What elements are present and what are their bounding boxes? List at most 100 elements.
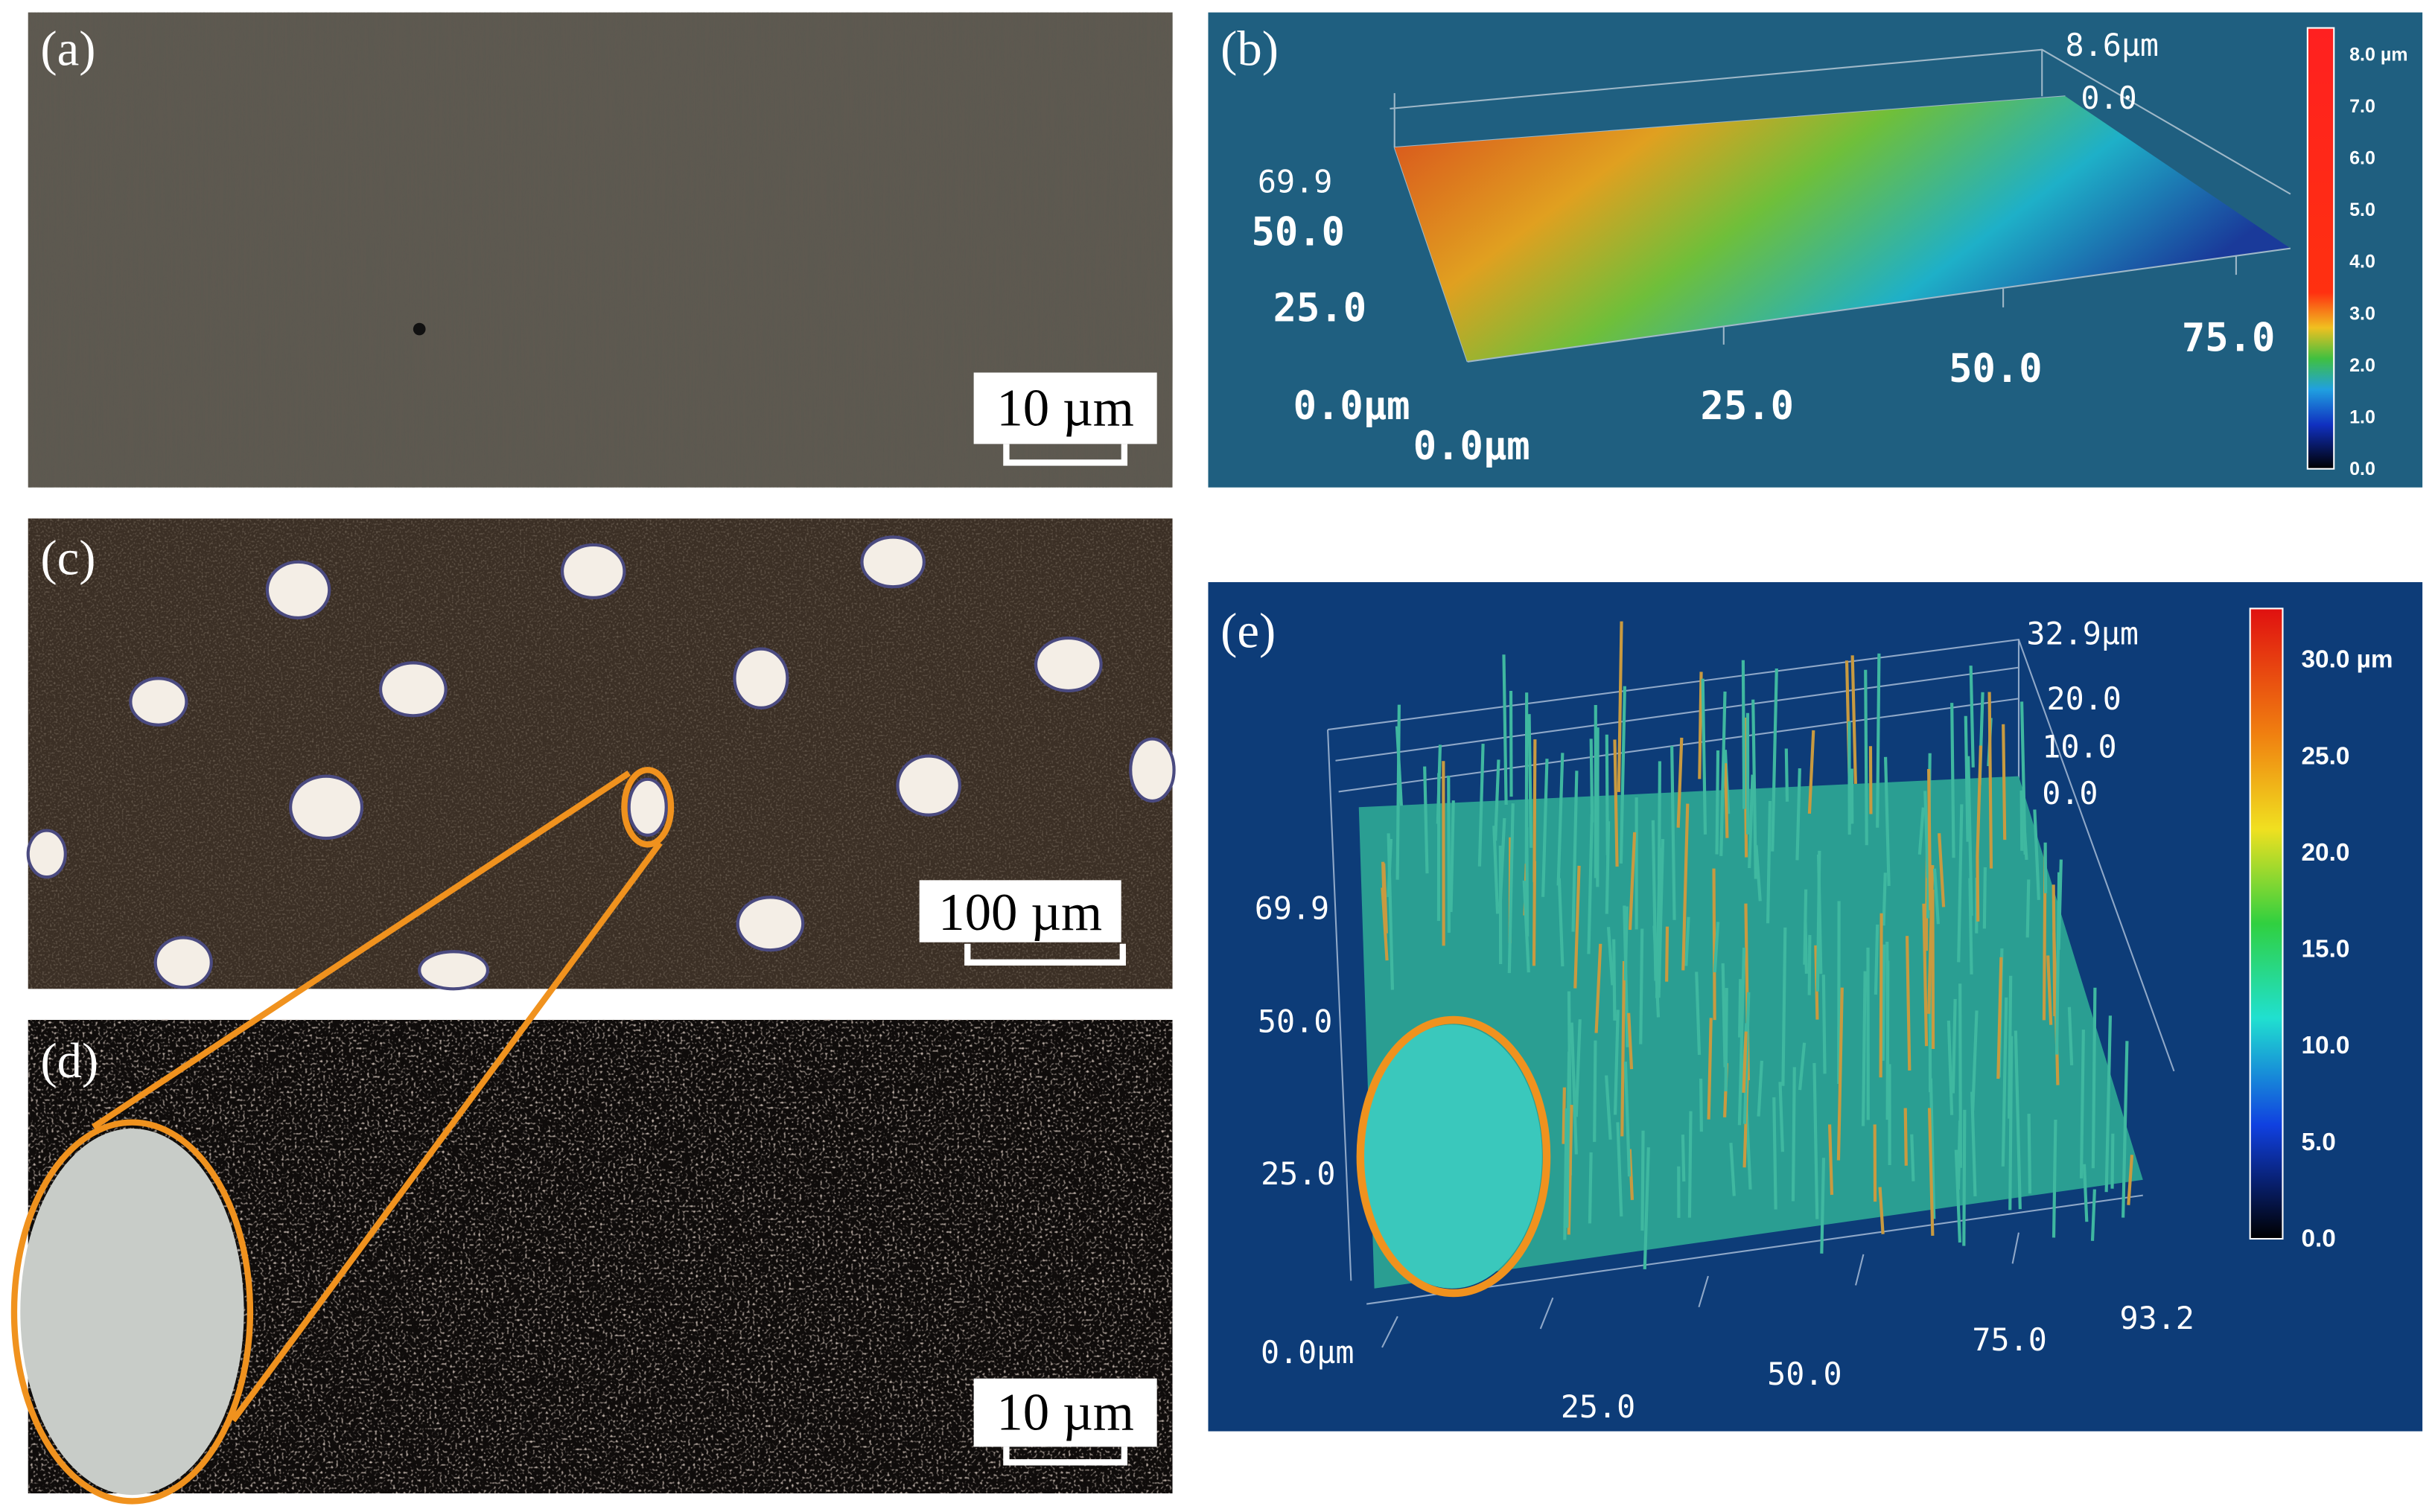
panel-label: (c) — [40, 532, 95, 586]
spike — [1657, 839, 1665, 998]
spike — [1707, 1018, 1713, 1120]
spike — [1821, 974, 1827, 1074]
spike — [1557, 878, 1565, 967]
spike — [1616, 1122, 1623, 1217]
pore-zoom — [20, 1128, 244, 1496]
pit — [413, 322, 426, 336]
z-label: 8.6µm — [2066, 27, 2159, 63]
spike — [2002, 724, 2007, 840]
spike — [1883, 756, 1891, 887]
spike — [1498, 817, 1506, 907]
spike — [1721, 963, 1727, 1068]
y-label: 25.0 — [1261, 1155, 1335, 1192]
spike — [1639, 928, 1644, 1044]
spike — [1643, 1147, 1650, 1269]
spike — [1619, 686, 1626, 864]
spike — [1976, 855, 1980, 922]
colorbar-label: 6.0 — [2349, 148, 2375, 169]
spike — [1605, 1075, 1612, 1140]
spike — [1996, 957, 2003, 1079]
spike — [1617, 621, 1623, 792]
spike — [1447, 775, 1451, 933]
spike — [1565, 1051, 1571, 1228]
spike — [1574, 1019, 1582, 1117]
colorbar-label: 1.0 — [2349, 406, 2375, 427]
spike — [1381, 861, 1387, 916]
spike — [1681, 1134, 1686, 1182]
y-label: 69.9 — [1255, 890, 1329, 926]
spike — [1929, 1078, 1936, 1219]
y-label: 0.0µm — [1261, 1334, 1355, 1371]
spike — [2046, 955, 2053, 1025]
panel-c: (c) 100 µm — [26, 518, 1176, 991]
spike — [1798, 1042, 1807, 1091]
spike — [1957, 804, 1964, 963]
spike — [1477, 744, 1485, 867]
spike — [1507, 803, 1515, 974]
spike — [1817, 854, 1823, 974]
panel-b: (b) 8.6µm 0.0 69.9 50.0 25.0 0.0µm 0.0µm… — [1208, 12, 2423, 488]
spike — [1971, 1010, 1979, 1111]
spike — [1982, 867, 1987, 929]
spike — [2079, 1030, 2085, 1178]
spike — [1588, 1152, 1593, 1224]
spike — [1594, 943, 1602, 1033]
spike — [1613, 739, 1619, 867]
spike — [1556, 753, 1565, 886]
spikes — [1381, 621, 2134, 1269]
spike — [1927, 1108, 1935, 1236]
spike — [1423, 766, 1429, 874]
spike — [1791, 1067, 1796, 1202]
spike — [1573, 865, 1581, 989]
panel-label: (a) — [40, 22, 95, 77]
spike — [1812, 1062, 1819, 1219]
scale-box — [973, 1378, 1157, 1447]
spike — [1502, 654, 1508, 806]
spike — [1563, 1108, 1568, 1240]
spike — [2127, 1155, 2134, 1205]
spike — [1820, 1158, 1826, 1254]
highlight-ellipse — [1356, 1015, 1551, 1298]
spike — [1748, 774, 1754, 869]
spike — [1969, 666, 1975, 768]
spike — [2020, 797, 2028, 861]
spike — [1766, 800, 1772, 924]
spike — [1781, 927, 1787, 1086]
pores — [26, 535, 1176, 991]
scale-box — [973, 372, 1157, 444]
colorbar-label: 0.0 — [2349, 459, 2375, 479]
spike — [2090, 1189, 2096, 1241]
spike — [1532, 739, 1537, 882]
colorbar-label: 2.0 — [2349, 355, 2375, 376]
spike — [1623, 906, 1629, 980]
spike — [1976, 745, 1983, 857]
spike — [1861, 971, 1867, 1126]
x-label: 0.0µm — [1413, 424, 1530, 469]
ticks — [1467, 247, 2291, 363]
spike — [2104, 1015, 2113, 1193]
panel-label: (d) — [40, 1034, 98, 1088]
zoom-callout — [10, 767, 675, 1505]
spike — [2067, 1007, 2074, 1066]
spike — [1987, 692, 1993, 869]
spike — [1910, 1134, 1915, 1181]
spike — [1670, 745, 1676, 920]
spike — [2008, 1036, 2014, 1210]
spike — [1742, 992, 1751, 1124]
colorbar-label: 5.0 — [2301, 1129, 2335, 1156]
spike — [2014, 1030, 2022, 1210]
colorbar-label: 7.0 — [2349, 96, 2375, 117]
colorbar-label: 8.0 µm — [2349, 44, 2407, 65]
spike — [1951, 998, 1957, 1094]
spike — [1640, 1130, 1645, 1231]
spike — [1938, 833, 1946, 907]
colorbar-label: 0.0 — [2301, 1225, 2335, 1252]
spike — [1494, 759, 1500, 841]
spike — [1562, 1087, 1566, 1144]
spike — [1492, 826, 1500, 914]
spike — [1570, 1022, 1578, 1155]
spike — [1737, 947, 1746, 1126]
scale-bar — [1003, 1446, 1128, 1466]
spike — [2054, 872, 2061, 1055]
